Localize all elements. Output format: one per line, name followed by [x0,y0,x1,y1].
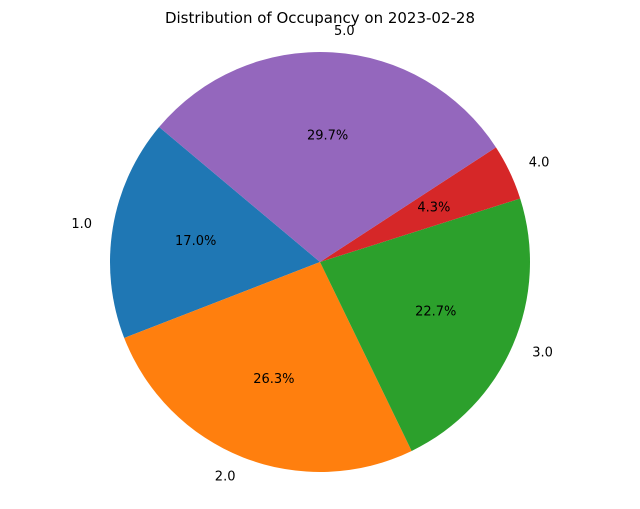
percentage-label: 26.3% [253,372,294,387]
pie-slice-5.0 [159,52,496,262]
category-label: 5.0 [334,24,355,39]
category-label: 4.0 [529,156,550,171]
pie-slice-4.0 [320,147,521,262]
percentage-label: 22.7% [415,304,456,319]
category-label: 2.0 [215,469,236,484]
percentage-label: 17.0% [175,234,216,249]
category-label: 1.0 [71,217,92,232]
pie-slices [109,52,530,472]
percentage-label: 29.7% [307,129,348,144]
chart-title: Distribution of Occupancy on 2023-02-28 [165,9,475,27]
pie-labels: 1.0 17.0% 2.0 26.3% 3.0 22.7% 4.0 4.3% 5.0 29.7% [71,24,552,485]
category-label: 3.0 [532,346,553,361]
pie-slice-1.0 [109,127,320,338]
percentage-label: 4.3% [417,201,450,216]
pie-slice-3.0 [320,198,530,451]
pie-slice-2.0 [124,262,412,472]
